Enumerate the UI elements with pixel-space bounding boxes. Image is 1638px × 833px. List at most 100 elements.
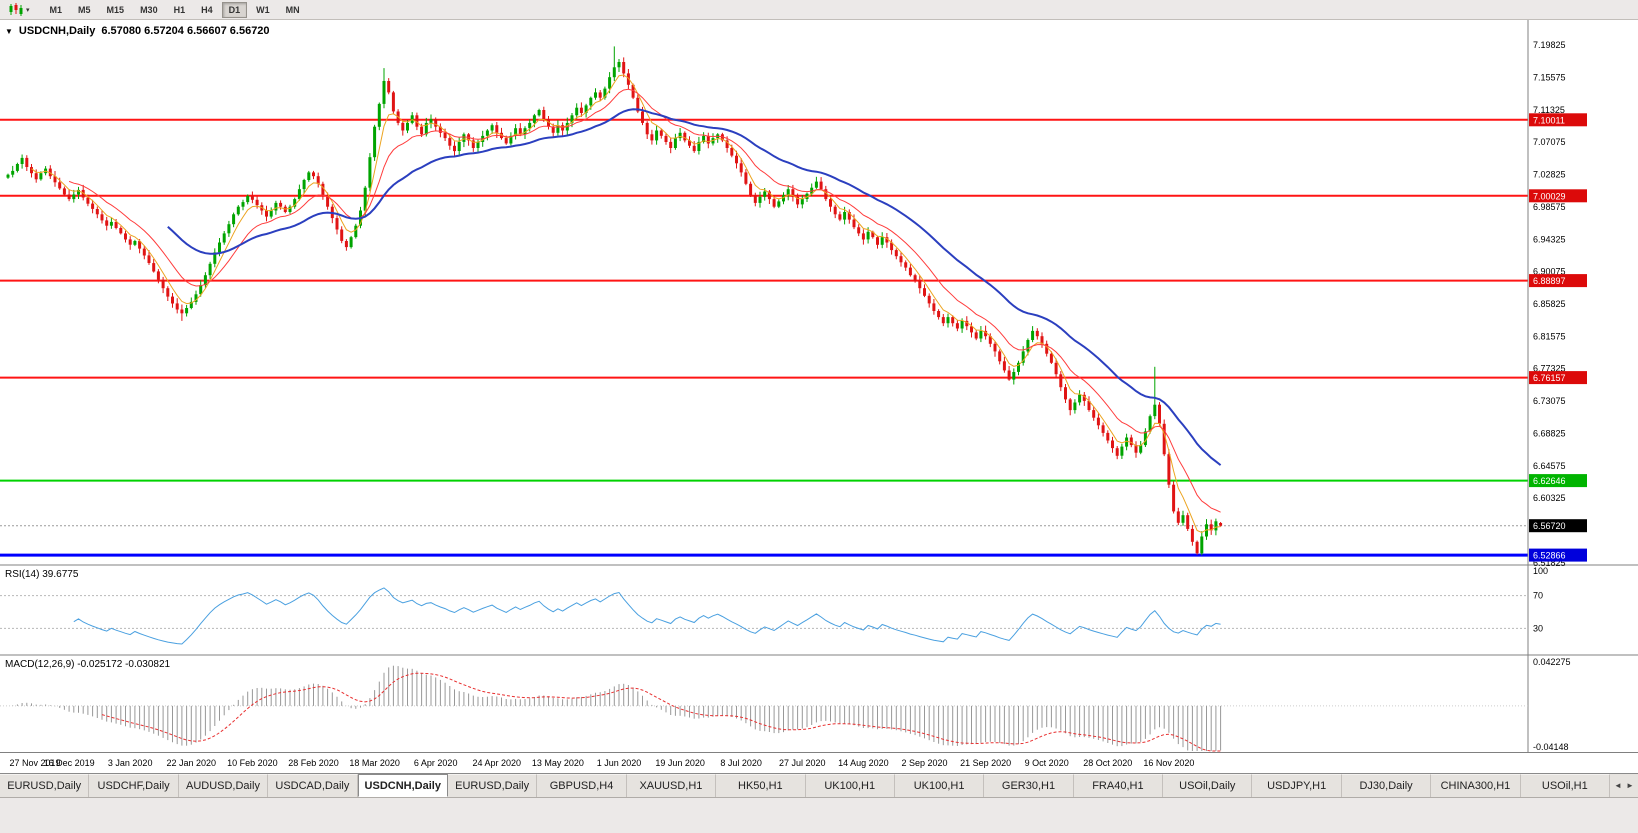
chart-background [0, 20, 1638, 753]
svg-text:6.85825: 6.85825 [1533, 299, 1566, 309]
chart-tab-eurusd-daily[interactable]: EURUSD,Daily [0, 774, 90, 797]
time-axis-label: 13 May 2020 [531, 758, 584, 768]
rsi-panel[interactable]: 100 70 30 [0, 566, 1548, 645]
svg-text:7.00029: 7.00029 [1533, 191, 1566, 201]
ma-5-line [31, 74, 1221, 534]
chart-tab-usoil-h1[interactable]: USOil,H1 [1520, 774, 1611, 797]
time-axis-label: 18 Mar 2020 [349, 758, 400, 768]
tab-scroll-left-icon[interactable]: ◄ [1614, 781, 1622, 790]
time-axis-label: 24 Apr 2020 [472, 758, 522, 768]
svg-text:0.042275: 0.042275 [1533, 657, 1571, 667]
price-chart[interactable]: 7.19825 7.15575 7.11325 7.07075 7.02825 6.985… [0, 20, 1638, 753]
chart-tab-eurusd-daily[interactable]: EURUSD,Daily [447, 774, 538, 797]
timeframe-button-M5[interactable]: M5 [78, 4, 91, 15]
svg-text:6.62646: 6.62646 [1533, 476, 1566, 486]
time-axis-label: 10 Feb 2020 [227, 758, 278, 768]
price-axis[interactable]: 7.19825 7.15575 7.11325 7.07075 7.02825 6.985… [1529, 40, 1587, 568]
macd-indicator-label: MACD(12,26,9) -0.025172 -0.030821 [5, 659, 171, 670]
timeframe-button-W1[interactable]: W1 [256, 4, 270, 15]
time-axis-label: 28 Oct 2020 [1083, 758, 1133, 768]
time-axis-label: 28 Feb 2020 [288, 758, 339, 768]
svg-text:6.90075: 6.90075 [1533, 267, 1566, 277]
chart-tab-xauusd-h1[interactable]: XAUUSD,H1 [626, 774, 717, 797]
timeframe-buttons: M1 M5 M15 M30 H1 H4 D1 W1 MN [42, 1, 308, 18]
rsi-indicator-label: RSI(14) 39.6775 [5, 569, 79, 580]
svg-text:70: 70 [1533, 591, 1543, 601]
macd-signal-line [101, 672, 1221, 752]
chart-tab-usdjpy-h1[interactable]: USDJPY,H1 [1252, 774, 1342, 797]
time-axis-label: 9 Oct 2020 [1024, 758, 1069, 768]
svg-text:6.76157: 6.76157 [1533, 373, 1566, 383]
timeframe-button-M15[interactable]: M15 [106, 4, 125, 15]
time-axis-label: 1 Jun 2020 [596, 758, 642, 768]
svg-text:7.19825: 7.19825 [1533, 40, 1566, 50]
time-axis-label: 14 Aug 2020 [838, 758, 889, 768]
svg-text:7.11325: 7.11325 [1533, 105, 1565, 115]
time-axis-label: 16 Dec 2019 [43, 758, 95, 768]
svg-text:-0.04148: -0.04148 [1533, 742, 1569, 752]
time-axis-label: 16 Nov 2020 [1143, 758, 1195, 768]
svg-text:6.64575: 6.64575 [1533, 461, 1566, 471]
time-axis-label: 8 Jul 2020 [720, 758, 762, 768]
status-strip [0, 798, 1638, 833]
time-axis-label: 2 Sep 2020 [901, 758, 948, 768]
svg-text:6.51825: 6.51825 [1533, 558, 1566, 568]
chart-tab-usdcnh-daily[interactable]: USDCNH,Daily [357, 774, 448, 797]
svg-text:6.88897: 6.88897 [1533, 276, 1566, 286]
chart-tab-usdcad-daily[interactable]: USDCAD,Daily [268, 774, 358, 797]
svg-text:6.81575: 6.81575 [1533, 331, 1566, 341]
time-axis[interactable]: 27 Nov 2019 16 Dec 2019 3 Jan 2020 22 Jan 2… [0, 753, 1638, 774]
ma-34-line [167, 108, 1222, 466]
chart-tab-fra40-h1[interactable]: FRA40,H1 [1073, 774, 1164, 797]
time-axis-label: 21 Sep 2020 [960, 758, 1012, 768]
time-axis-label: 3 Jan 2020 [107, 758, 153, 768]
chart-tab-usoil-daily[interactable]: USOil,Daily [1163, 774, 1253, 797]
time-axis-label: 22 Jan 2020 [166, 758, 217, 768]
timeframe-button-M30[interactable]: M30 [140, 4, 158, 15]
svg-text:7.02825: 7.02825 [1533, 170, 1566, 180]
chart-window: 7.19825 7.15575 7.11325 7.07075 7.02825 6.985… [0, 20, 1638, 774]
timeframe-button-H1[interactable]: H1 [173, 4, 186, 15]
timeframe-button-M1[interactable]: M1 [49, 4, 63, 15]
svg-text:7.10011: 7.10011 [1533, 115, 1565, 125]
candlestick-chart-icon [9, 3, 23, 16]
chart-tab-uk100-h1[interactable]: UK100,H1 [805, 774, 895, 797]
chart-symbol-label: USDCNH,Daily [18, 25, 96, 37]
tab-scroll-right-icon[interactable]: ► [1625, 781, 1634, 790]
chart-ohlc-values: 6.57080 6.57204 6.56607 6.56720 [101, 25, 270, 37]
svg-text:6.60325: 6.60325 [1533, 493, 1566, 503]
chart-tabs-bar: EURUSD,Daily USDCHF,Daily AUDUSD,Daily USDC… [0, 774, 1638, 798]
rsi-line [73, 587, 1221, 645]
chart-tab-ger30-h1[interactable]: GER30,H1 [984, 774, 1074, 797]
chart-menu-icon[interactable]: ▼ [5, 26, 13, 36]
timeframe-button-MN[interactable]: MN [285, 4, 300, 15]
macd-panel[interactable]: 0.042275 -0.04148 [0, 657, 1571, 752]
svg-text:100: 100 [1533, 566, 1548, 576]
ma-13-line [68, 88, 1221, 513]
svg-text:6.94325: 6.94325 [1533, 234, 1566, 244]
time-axis-label: 27 Jul 2020 [779, 758, 826, 768]
chart-tab-dj30-daily[interactable]: DJ30,Daily [1341, 774, 1432, 797]
svg-text:6.98575: 6.98575 [1533, 202, 1566, 212]
svg-text:6.52866: 6.52866 [1533, 551, 1566, 561]
time-axis-label: 6 Apr 2020 [413, 758, 458, 768]
svg-text:6.77325: 6.77325 [1533, 364, 1566, 374]
chart-tab-audusd-daily[interactable]: AUDUSD,Daily [178, 774, 269, 797]
timeframe-toolbar: ▾ M1 M5 M15 M30 H1 H4 D1 W1 MN [0, 0, 1638, 20]
chart-tab-china300-h1[interactable]: CHINA300,H1 [1431, 774, 1521, 797]
chart-tab-usdchf-daily[interactable]: USDCHF,Daily [89, 774, 179, 797]
svg-text:6.56720: 6.56720 [1533, 521, 1566, 531]
timeframe-button-H4[interactable]: H4 [201, 4, 213, 15]
timeframe-button-D1[interactable]: D1 [221, 1, 248, 18]
chart-tab-uk100-h1[interactable]: UK100,H1 [894, 774, 985, 797]
tab-scroll-arrows: ◄ ► [1610, 774, 1638, 797]
chart-type-button[interactable]: ▾ [4, 2, 34, 17]
svg-text:6.68825: 6.68825 [1533, 428, 1566, 438]
svg-text:6.73075: 6.73075 [1533, 396, 1566, 406]
chevron-down-icon: ▾ [26, 6, 30, 14]
chart-tab-hk50-h1[interactable]: HK50,H1 [716, 774, 806, 797]
chart-header: ▼ USDCNH,Daily 6.57080 6.57204 6.56607 6… [5, 25, 270, 37]
time-axis-label: 27 Nov 2019 [9, 758, 61, 768]
chart-tab-gbpusd-h4[interactable]: GBPUSD,H4 [537, 774, 627, 797]
